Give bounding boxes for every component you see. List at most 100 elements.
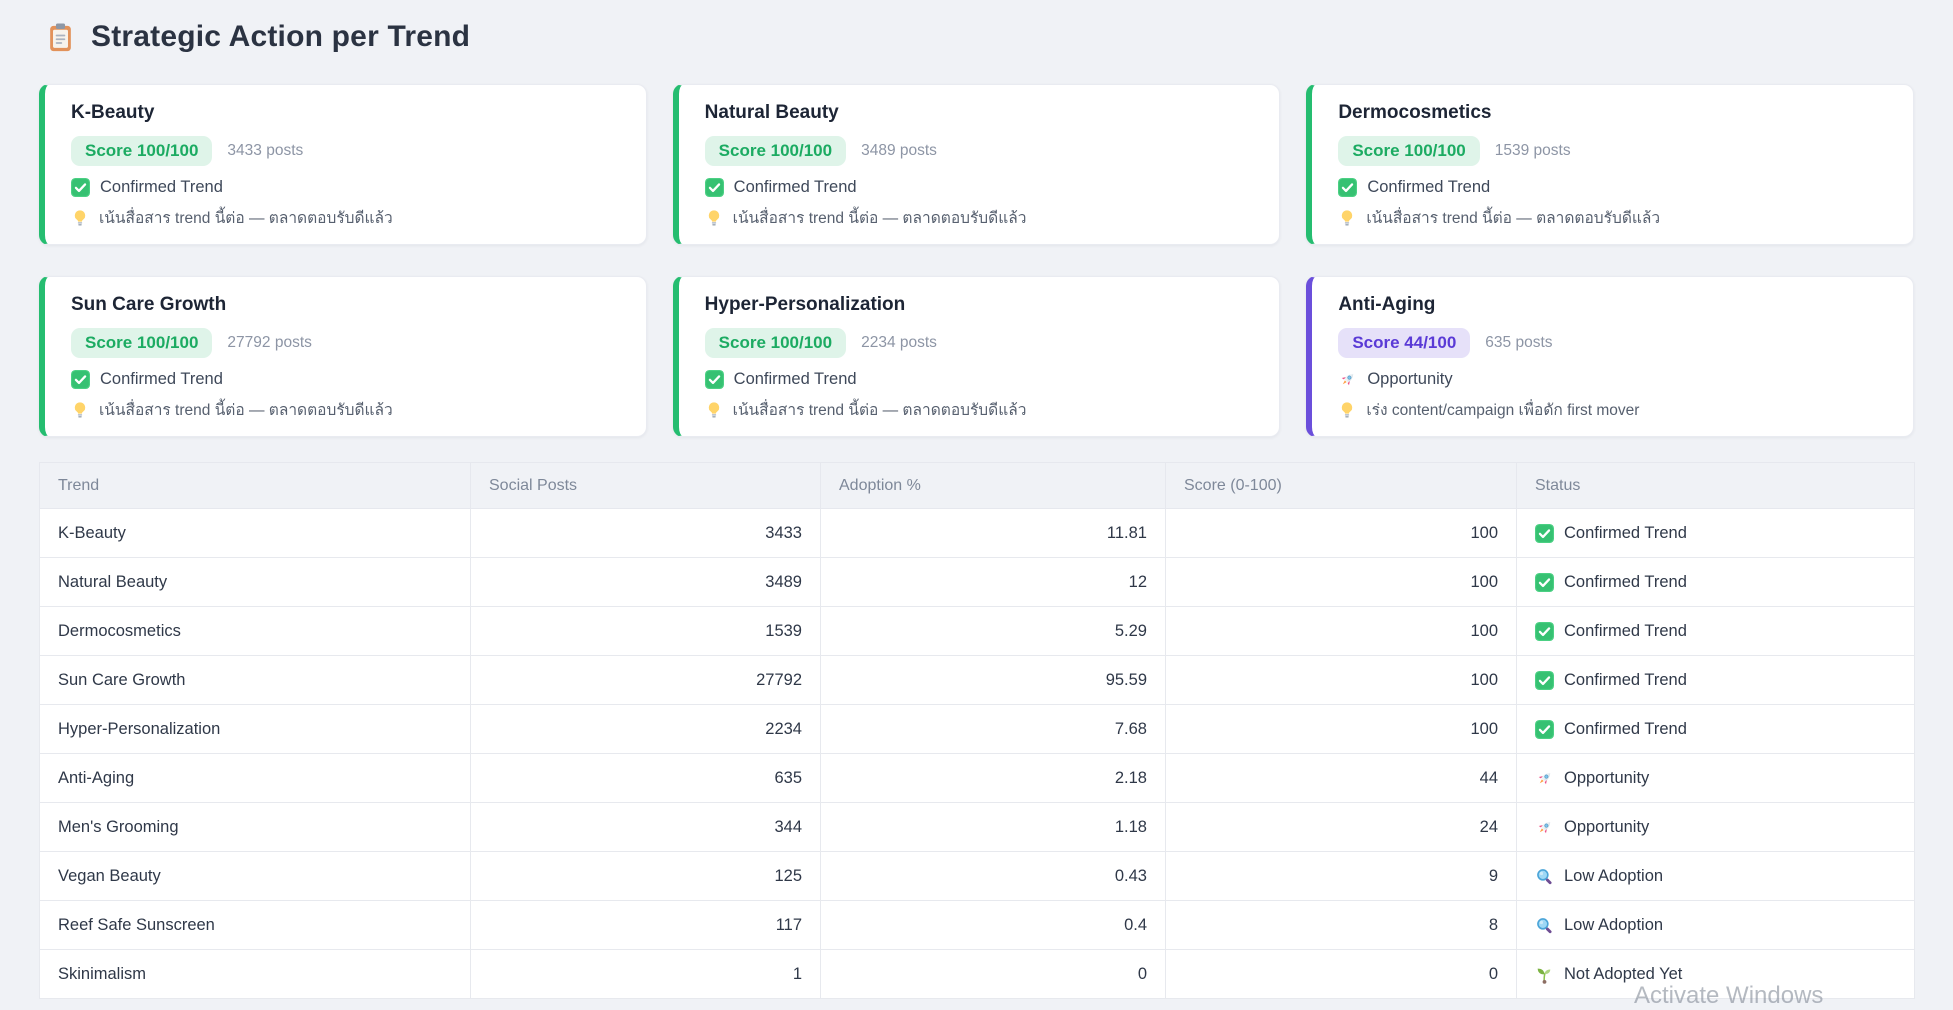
card-trend-name: Sun Care Growth [71, 294, 227, 315]
card-status-label: Confirmed Trend [100, 178, 223, 196]
cell-trend: Hyper-Personalization [39, 704, 471, 754]
check-icon [1535, 719, 1554, 739]
page-header: Strategic Action per Trend [45, 20, 1953, 54]
check-icon [1338, 178, 1358, 197]
cell-adoption: 1.18 [820, 802, 1166, 852]
row-status-label: Confirmed Trend [1564, 523, 1687, 542]
cell-status: Confirmed Trend [1516, 606, 1915, 656]
card-status-label: Confirmed Trend [733, 370, 857, 388]
score-badge: Score 100/100 [704, 136, 847, 166]
cell-social-posts: 344 [470, 802, 821, 852]
posts-count: 27792 posts [227, 334, 312, 351]
posts-count: 3489 posts [861, 142, 937, 159]
cell-status: Opportunity [1516, 802, 1915, 852]
cell-trend: Vegan Beauty [39, 851, 471, 901]
check-icon [71, 178, 90, 197]
card-status-row: Confirmed Trend [704, 370, 1254, 389]
table-row-natural-beauty: Natural Beauty 3489 12 100 Confirmed Trend [39, 557, 1915, 607]
cell-score: 100 [1165, 557, 1517, 607]
trend-card-sun-care-growth: Sun Care Growth Score 100/100 27792 post… [39, 276, 647, 437]
rocket-icon [1535, 769, 1554, 788]
posts-count: 3433 posts [227, 142, 304, 159]
score-badge: Score 44/100 [1338, 328, 1471, 358]
rocket-icon [1535, 818, 1554, 837]
cell-status: Low Adoption [1516, 851, 1915, 901]
cell-trend: K-Beauty [39, 508, 471, 558]
cell-status: Confirmed Trend [1516, 704, 1915, 754]
card-advice-label: เน้นสื่อสาร trend นี้ต่อ — ตลาดตอบรับดีแ… [99, 402, 393, 419]
table-row-hyper-personalization: Hyper-Personalization 2234 7.68 100 Confirme… [39, 704, 1915, 754]
card-advice-row: เน้นสื่อสาร trend นี้ต่อ — ตลาดตอบรับดีแ… [1338, 205, 1887, 230]
card-advice-label: เน้นสื่อสาร trend นี้ต่อ — ตลาดตอบรับดีแ… [732, 210, 1027, 227]
posts-count: 635 posts [1485, 334, 1553, 351]
card-trend-name: Anti-Aging [1338, 294, 1436, 315]
cell-social-posts: 1539 [470, 606, 821, 656]
table-header-row: Trend Social Posts Adoption % Score (0-100)… [39, 462, 1915, 509]
card-status-row: Confirmed Trend [704, 178, 1254, 197]
table-row-reef-safe-sunscreen: Reef Safe Sunscreen 117 0.4 8 Low Adoption [39, 900, 1915, 950]
cell-status: Opportunity [1516, 753, 1915, 803]
card-badge-row: Score 100/100 3433 posts [71, 136, 620, 166]
cell-social-posts: 635 [470, 753, 821, 803]
column-header-adoption: Adoption % [820, 462, 1166, 509]
row-status-label: Opportunity [1564, 817, 1650, 836]
score-badge: Score 100/100 [71, 136, 213, 166]
check-icon [71, 370, 90, 389]
cell-adoption: 5.29 [820, 606, 1166, 656]
row-status-label: Opportunity [1564, 768, 1650, 787]
card-status-row: Confirmed Trend [1338, 178, 1887, 197]
lightbulb-icon [1338, 209, 1356, 227]
row-status-label: Not Adopted Yet [1564, 964, 1683, 983]
trend-table: Trend Social Posts Adoption % Score (0-100)… [39, 462, 1915, 999]
cell-status: Confirmed Trend [1516, 508, 1915, 558]
table-row-dermocosmetics: Dermocosmetics 1539 5.29 100 Confirmed Trend [39, 606, 1915, 656]
cell-trend: Anti-Aging [39, 753, 471, 803]
clipboard-icon [45, 22, 76, 53]
row-status-label: Confirmed Trend [1564, 621, 1687, 640]
column-header-trend: Trend [39, 462, 471, 509]
posts-count: 2234 posts [861, 334, 937, 351]
check-icon [1535, 670, 1554, 690]
card-advice-label: เน้นสื่อสาร trend นี้ต่อ — ตลาดตอบรับดีแ… [732, 402, 1027, 419]
score-badge: Score 100/100 [1338, 136, 1480, 166]
card-advice-row: เร่ง content/campaign เพื่อดัก first mov… [1338, 397, 1887, 422]
table-row-vegan-beauty: Vegan Beauty 125 0.43 9 Low Adoption [39, 851, 1915, 901]
card-status-label: Opportunity [1367, 370, 1453, 388]
cell-trend: Reef Safe Sunscreen [39, 900, 471, 950]
row-status-label: Confirmed Trend [1564, 719, 1687, 738]
activate-windows-watermark: Activate Windows [1634, 982, 1824, 1009]
cell-status: Confirmed Trend [1516, 557, 1915, 607]
card-badge-row: Score 100/100 27792 posts [71, 328, 620, 358]
trend-card-k-beauty: K-Beauty Score 100/100 3433 posts Confir… [39, 84, 647, 245]
cell-score: 100 [1165, 508, 1517, 558]
cell-adoption: 2.18 [820, 753, 1166, 803]
cell-adoption: 0 [820, 949, 1166, 999]
cell-trend: Dermocosmetics [39, 606, 471, 656]
card-advice-label: เน้นสื่อสาร trend นี้ต่อ — ตลาดตอบรับดีแ… [1366, 210, 1661, 227]
cell-score: 0 [1165, 949, 1517, 999]
card-trend-name: K-Beauty [71, 102, 155, 123]
cell-adoption: 12 [820, 557, 1166, 607]
card-trend-name: Dermocosmetics [1338, 102, 1492, 123]
card-badge-row: Score 100/100 3489 posts [704, 136, 1254, 166]
card-status-label: Confirmed Trend [1367, 178, 1491, 196]
card-status-row: Confirmed Trend [71, 370, 620, 389]
cell-trend: Natural Beauty [39, 557, 471, 607]
lightbulb-icon [705, 401, 723, 419]
trend-card-hyper-personalization: Hyper-Personalization Score 100/100 2234… [672, 276, 1281, 437]
cell-score: 24 [1165, 802, 1517, 852]
cell-trend: Sun Care Growth [39, 655, 471, 705]
lightbulb-icon [71, 401, 89, 419]
check-icon [704, 370, 724, 389]
card-advice-row: เน้นสื่อสาร trend นี้ต่อ — ตลาดตอบรับดีแ… [71, 205, 620, 230]
rocket-icon [1338, 370, 1357, 389]
cell-trend: Men's Grooming [39, 802, 471, 852]
cell-adoption: 7.68 [820, 704, 1166, 754]
cell-adoption: 11.81 [820, 508, 1166, 558]
row-status-label: Low Adoption [1564, 866, 1664, 885]
score-badge: Score 100/100 [704, 328, 847, 358]
card-status-row: Confirmed Trend [71, 178, 620, 197]
magnifier-icon [1535, 916, 1554, 935]
column-header-score-0-100: Score (0-100) [1165, 462, 1517, 509]
cell-score: 8 [1165, 900, 1517, 950]
